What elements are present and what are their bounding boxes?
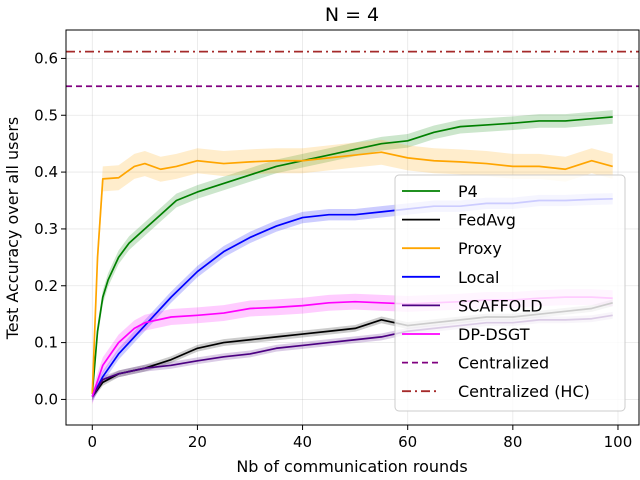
legend-label-centralized-hc: Centralized (HC) [458, 382, 590, 401]
y-axis-label: Test Accuracy over all users [3, 117, 22, 341]
legend-label-fedavg: FedAvg [458, 211, 516, 230]
x-tick-label: 20 [188, 433, 207, 451]
dp-dsgt-band [92, 289, 613, 405]
legend-label-scaffold: SCAFFOLD [458, 296, 543, 315]
legend-box [394, 174, 626, 412]
proxy-line [91, 151, 613, 394]
legend-label-dp-dsgt: DP-DSGT [458, 325, 530, 344]
p4-line [91, 116, 613, 394]
chart-title: N = 4 [325, 4, 379, 26]
x-axis-label: Nb of communication rounds [236, 457, 467, 476]
y-tick-label: 0.4 [34, 163, 58, 181]
legend: P4 FedAvg Proxy Local SCAFFOLD DP-DSGT Central… [394, 174, 626, 412]
p4-band [92, 110, 613, 401]
axis-ticks: 0 20 40 60 80 100 0.0 0.1 0.2 0.3 0.4 0.5 0.6 [34, 49, 632, 451]
x-tick-label: 100 [604, 433, 633, 451]
x-tick-label: 80 [503, 433, 522, 451]
proxy-band [92, 139, 613, 407]
legend-label-p4: P4 [458, 182, 478, 201]
legend-label-local: Local [458, 268, 499, 287]
plot-frame [65, 29, 640, 426]
y-tick-label: 0.2 [34, 277, 58, 295]
y-tick-label: 0.6 [34, 49, 58, 67]
y-tick-label: 0.0 [34, 390, 58, 408]
y-tick-label: 0.1 [34, 334, 58, 352]
legend-label-centralized: Centralized [458, 354, 549, 373]
x-tick-label: 0 [88, 433, 98, 451]
y-tick-label: 0.5 [34, 106, 58, 124]
y-tick-label: 0.3 [34, 220, 58, 238]
x-tick-label: 40 [293, 433, 312, 451]
x-tick-label: 60 [398, 433, 417, 451]
legend-label-proxy: Proxy [458, 239, 502, 258]
